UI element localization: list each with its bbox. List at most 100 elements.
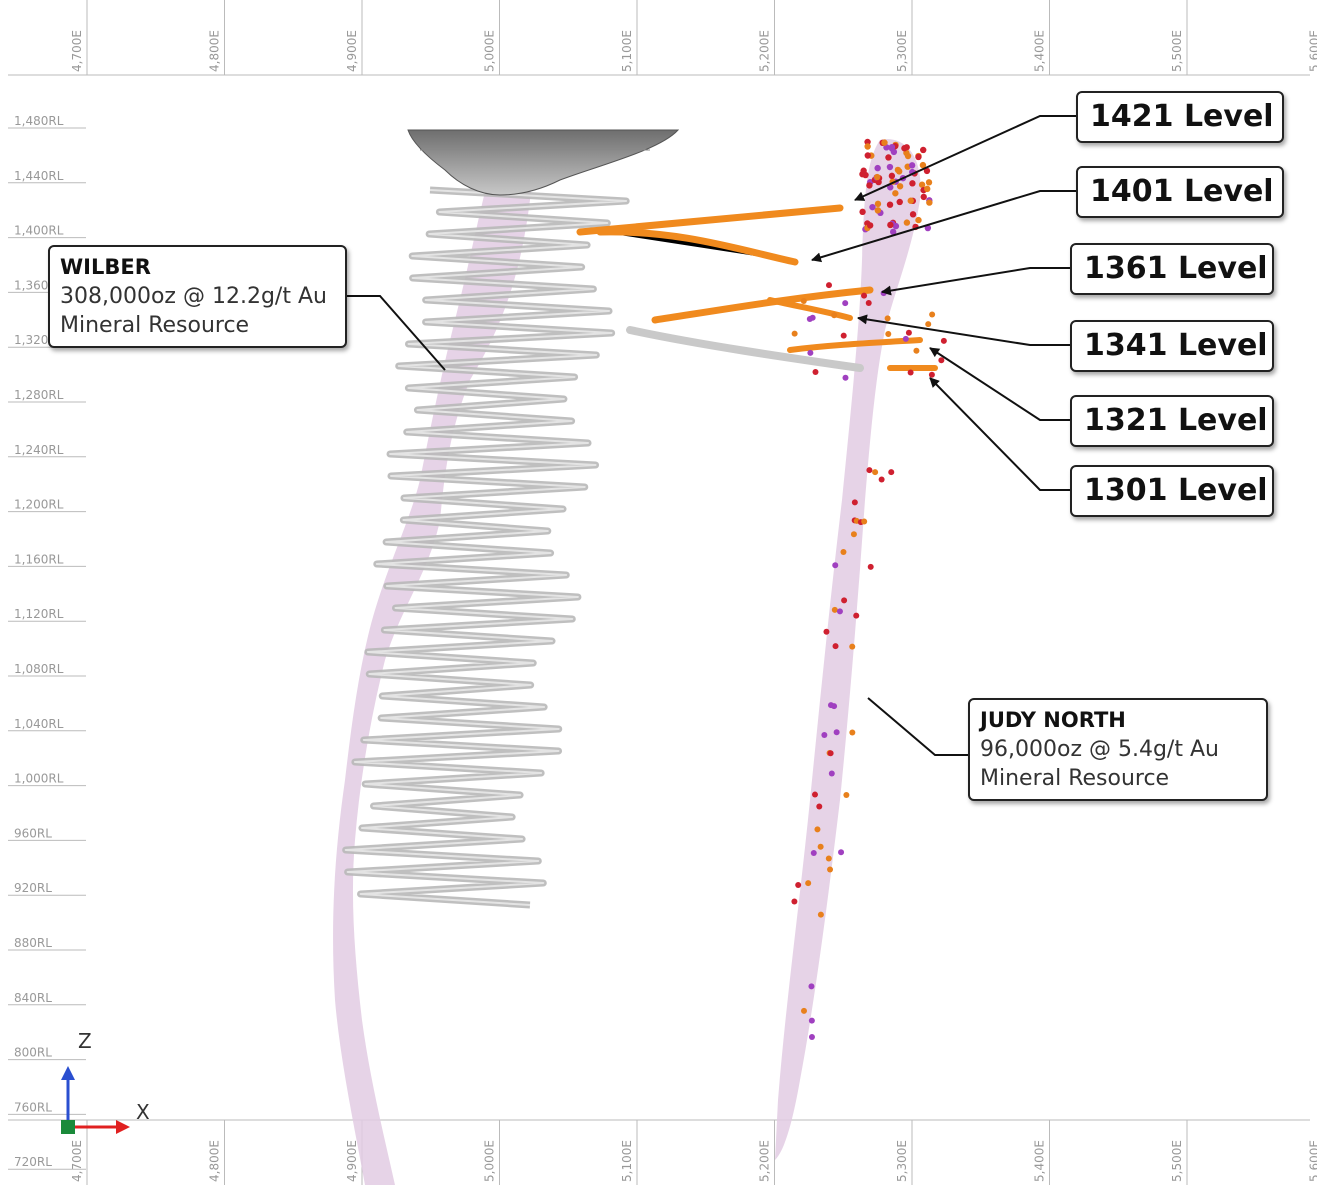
rl-label: 960RL [14,826,52,840]
easting-label-bottom: 4,700E [70,1140,84,1182]
sample-point [896,198,903,206]
sample-point [805,880,812,887]
callout-1401-level: 1401 Level [1076,166,1284,218]
sample-point [902,335,909,342]
sample-point [866,222,874,229]
decline-highlight [344,189,628,906]
sample-point [841,597,848,604]
easting-label-bottom: 5,300E [895,1140,909,1182]
sample-point [842,374,849,381]
sample-point [889,228,897,236]
sample-point [869,203,876,211]
level-label: 1321 Level [1084,403,1268,438]
resource-category: Mineral Resource [980,766,1170,791]
sample-point [859,208,866,216]
sample-point [850,531,857,538]
sample-point [903,219,911,226]
resource-grade: 308,000oz @ 12.2g/t Au [60,284,327,309]
rl-label: 1,280RL [14,388,64,402]
sample-point [795,882,802,889]
wilber-callout: WILBER 308,000oz @ 12.2g/t Au Mineral Re… [48,245,347,348]
easting-label-top: 5,000E [483,30,497,72]
level-label: 1401 Level [1090,174,1274,209]
easting-label-top: 4,700E [70,30,84,72]
rl-label: 1,200RL [14,498,64,512]
sample-point [823,628,830,635]
x-axis-label: X [136,1100,150,1124]
sample-point [907,369,914,376]
callout-1321-level: 1321 Level [1070,395,1274,447]
sample-point [901,145,908,152]
sample-point [920,193,927,201]
judy-north-callout: JUDY NORTH 96,000oz @ 5.4g/t Au Mineral … [968,698,1268,801]
easting-label-bottom: 5,600E [1308,1140,1317,1182]
rl-label: 1,440RL [14,169,64,183]
sample-point [896,183,904,190]
easting-label-top: 4,900E [345,30,359,72]
sample-point [904,152,912,160]
easting-label-top: 5,100E [620,30,634,72]
easting-label-bottom: 5,200E [758,1140,772,1182]
rl-label: 1,120RL [14,607,64,621]
callout-1421-level: 1421 Level [1076,91,1284,143]
sample-point [926,199,933,206]
sample-point [832,643,839,650]
sample-point [861,518,868,525]
sample-point [915,153,922,161]
rl-label: 1,080RL [14,662,64,676]
sample-point [940,337,947,344]
easting-label-bottom: 5,000E [483,1140,497,1182]
sample-point [816,803,823,810]
sample-point [817,911,824,918]
level-label: 1421 Level [1090,99,1274,134]
sample-point [825,855,832,862]
sample-point [918,181,926,188]
sample-point [908,162,916,169]
sample-point [874,207,882,214]
callout-1361-level: 1361 Level [1070,243,1274,295]
decline-spiral [342,186,630,909]
sample-point [817,843,824,850]
easting-label-bottom: 5,500E [1170,1140,1184,1182]
sample-point [842,300,849,307]
sample-point [828,770,835,777]
easting-label-bottom: 4,900E [345,1140,359,1182]
sample-point [864,138,871,146]
easting-label-top: 5,600E [1308,30,1317,72]
sample-point [866,182,873,189]
sample-point [836,608,843,615]
easting-label-top: 5,300E [895,30,909,72]
sample-point [853,612,860,619]
rl-label: 880RL [14,936,52,950]
sample-point [907,197,914,204]
sample-point [885,154,892,161]
sample-point [831,606,838,613]
easting-label-top: 5,400E [1033,30,1047,72]
sample-point [838,849,845,856]
sample-point [832,562,839,569]
sample-point [849,729,856,736]
easting-label-top: 5,500E [1170,30,1184,72]
sample-point [881,139,888,146]
resource-name: WILBER [60,255,151,279]
sample-point [919,161,927,169]
level-label: 1301 Level [1084,473,1268,508]
sample-point [825,282,832,289]
open-pit [407,129,680,196]
sample-point [840,548,847,555]
sample-point [925,321,932,328]
sample-point [809,314,816,321]
callout-leaders [345,115,1076,756]
sample-point [827,866,834,873]
rl-label: 1,160RL [14,552,64,566]
sample-point [905,329,912,336]
rl-label: 760RL [14,1100,52,1114]
rl-label: 720RL [14,1155,52,1169]
sample-point [827,750,834,757]
rl-label: 1,000RL [14,772,64,786]
sample-point [812,791,819,798]
rl-label: 1,400RL [14,224,64,238]
sample-point [831,703,838,710]
rl-label: 800RL [14,1046,52,1060]
